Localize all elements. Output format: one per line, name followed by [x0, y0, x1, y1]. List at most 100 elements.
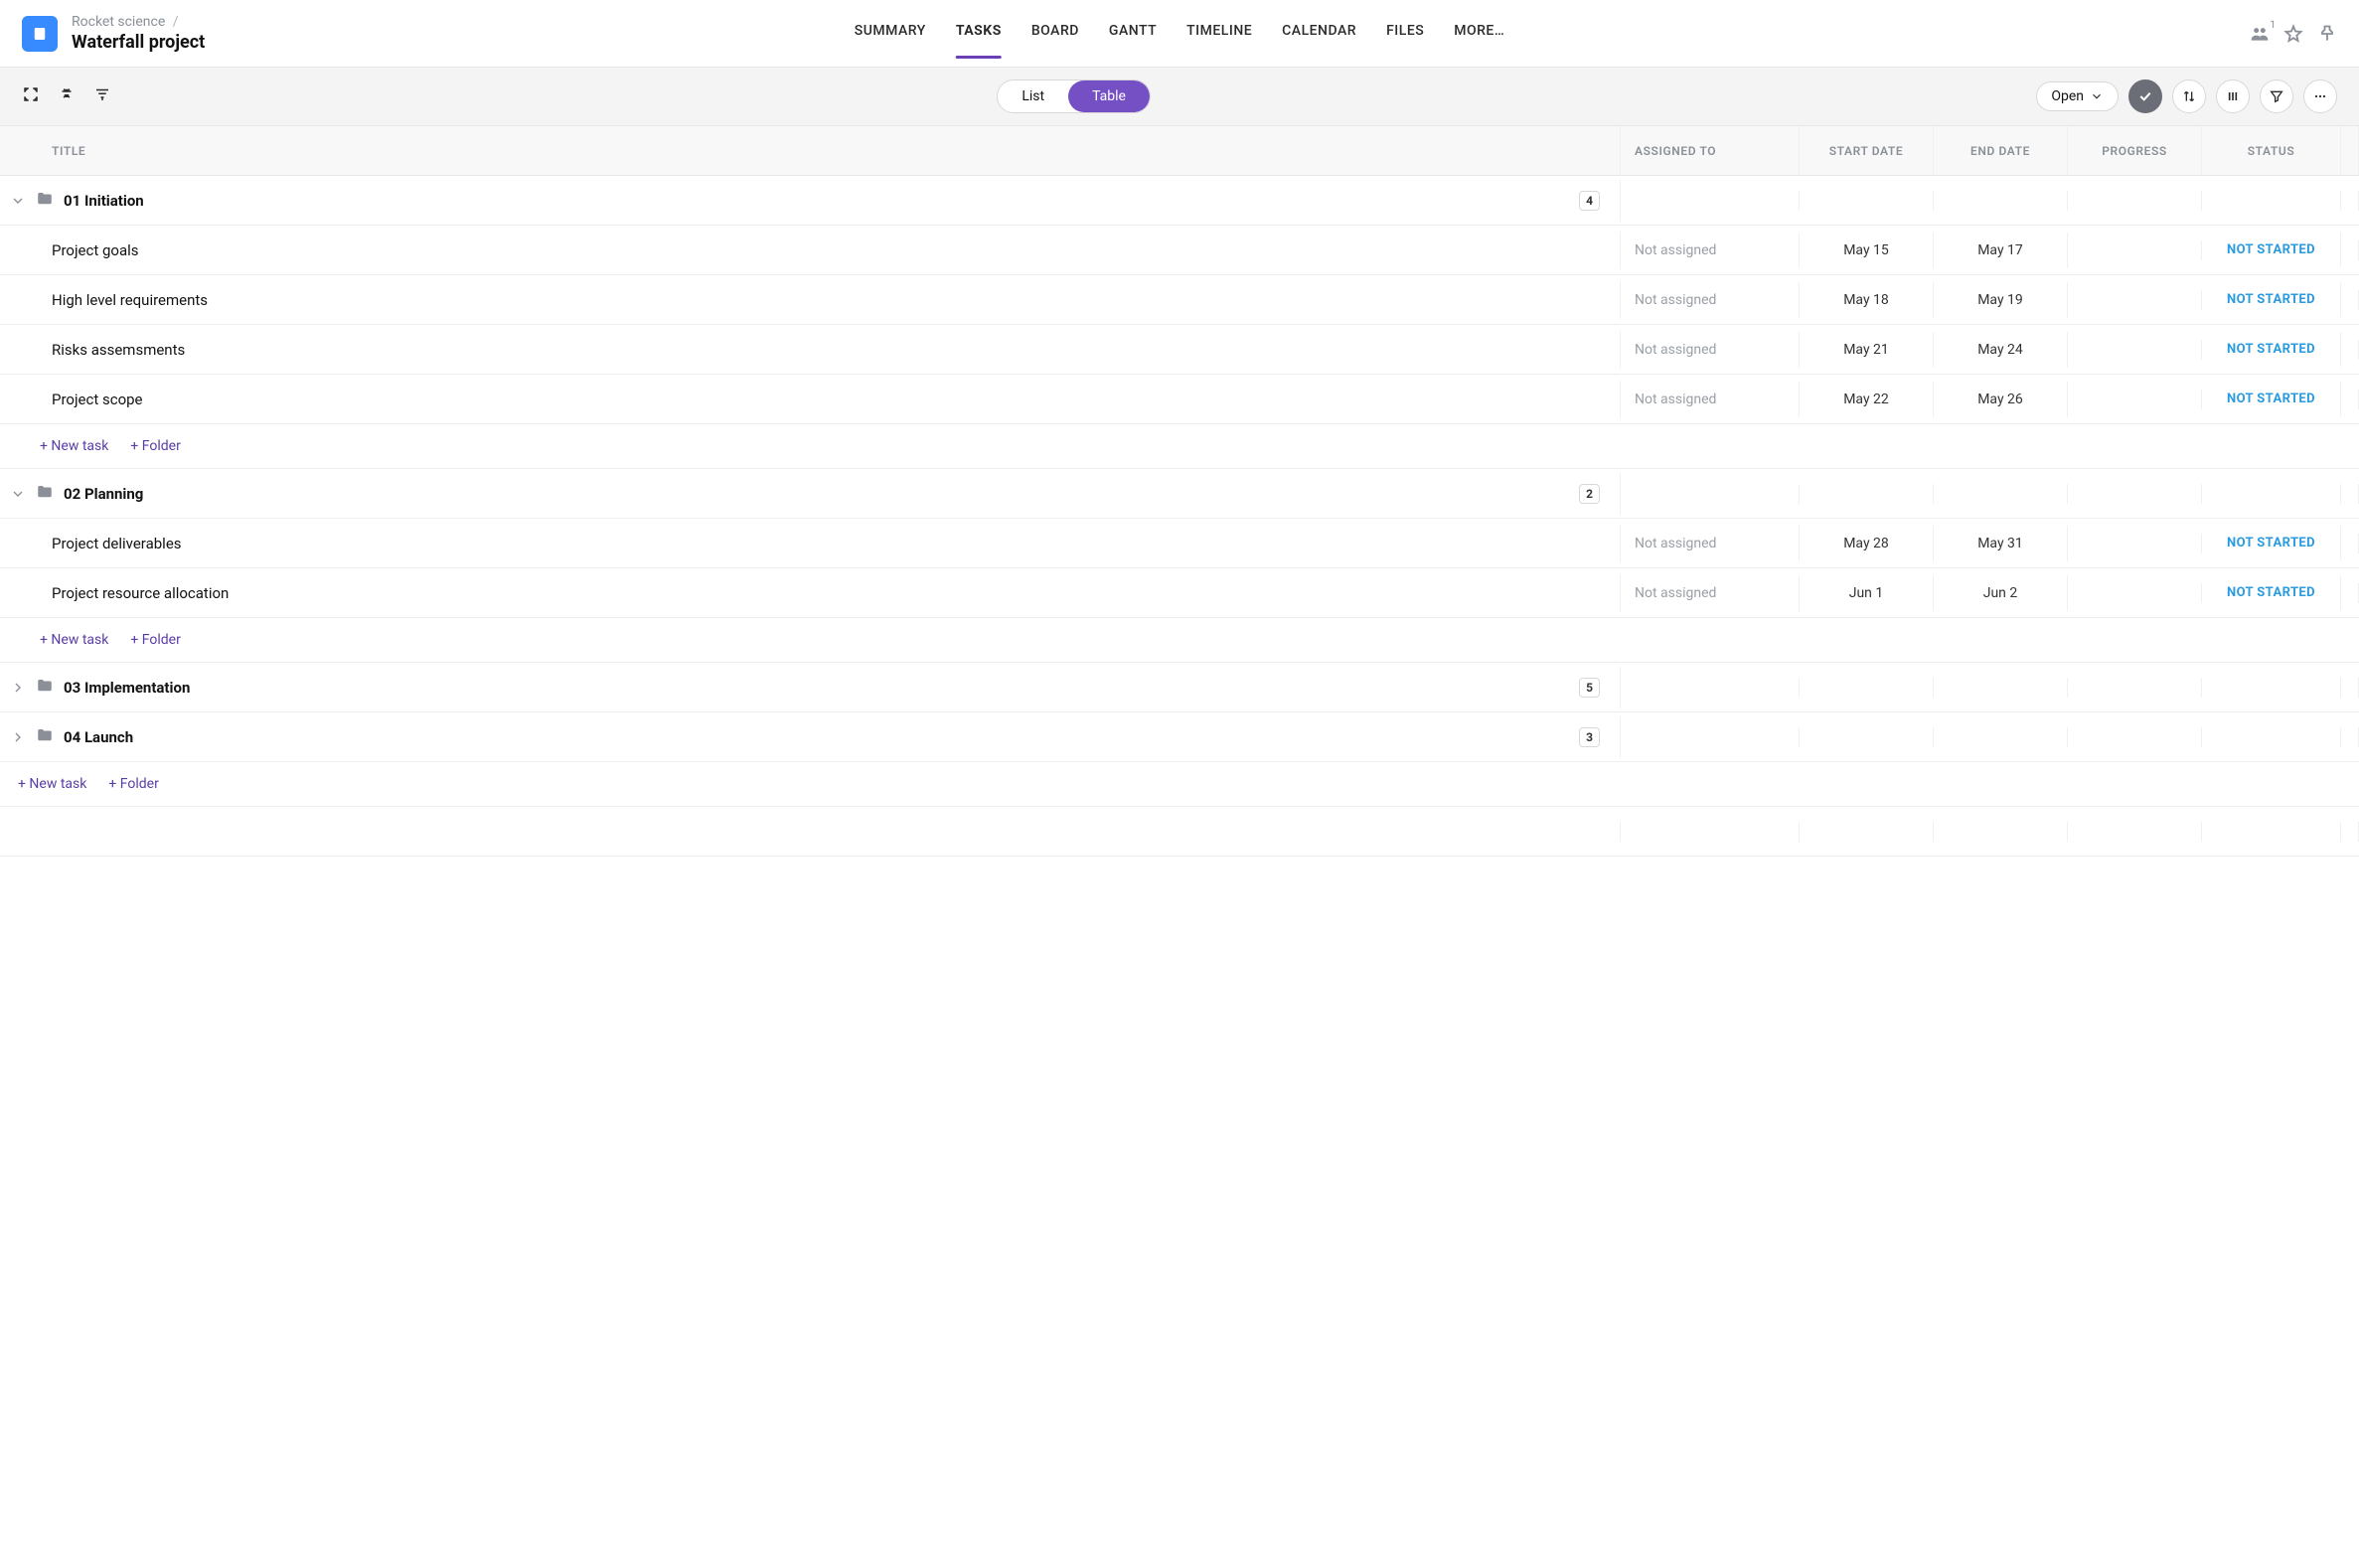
new-task-link[interactable]: + New task — [40, 438, 108, 454]
check-toggle[interactable] — [2128, 79, 2162, 113]
task-progress[interactable] — [2068, 534, 2202, 553]
task-end[interactable]: May 31 — [1934, 526, 2068, 561]
table-row[interactable]: Risks assemsments Not assigned May 21 Ma… — [0, 325, 2359, 375]
task-table: TITLE ASSIGNED TO START DATE END DATE PR… — [0, 126, 2359, 857]
section-name: 03 Implementation — [64, 679, 190, 697]
status-badge[interactable]: NOT STARTED — [2227, 342, 2315, 357]
status-badge[interactable]: NOT STARTED — [2227, 292, 2315, 307]
breadcrumb-parent[interactable]: Rocket science — [72, 14, 165, 30]
col-header-progress[interactable]: PROGRESS — [2068, 126, 2202, 175]
task-end[interactable]: May 26 — [1934, 382, 2068, 417]
section-row[interactable]: 03 Implementation 5 — [0, 663, 2359, 712]
task-progress[interactable] — [2068, 390, 2202, 409]
tab-timeline[interactable]: TIMELINE — [1186, 23, 1252, 45]
table-row[interactable]: Project deliverables Not assigned May 28… — [0, 519, 2359, 568]
section-count: 5 — [1579, 678, 1600, 698]
tab-more[interactable]: MORE… — [1454, 23, 1504, 45]
new-folder-link[interactable]: + Folder — [130, 438, 180, 454]
section-name: 04 Launch — [64, 728, 133, 746]
task-start[interactable]: May 15 — [1800, 233, 1934, 268]
breadcrumb-separator: / — [173, 14, 179, 30]
task-start[interactable]: May 18 — [1800, 282, 1934, 318]
fullscreen-icon[interactable] — [22, 85, 40, 107]
open-dropdown[interactable]: Open — [2036, 81, 2119, 111]
filter-lines-icon[interactable] — [93, 85, 111, 107]
chevron-down-icon[interactable] — [10, 193, 26, 209]
header: Rocket science / Waterfall project SUMMA… — [0, 0, 2359, 68]
section-row[interactable]: 01 Initiation 4 — [0, 176, 2359, 226]
columns-icon[interactable] — [2216, 79, 2250, 113]
collapse-icon[interactable] — [58, 85, 76, 107]
view-list-button[interactable]: List — [998, 80, 1068, 112]
task-title: High level requirements — [52, 291, 208, 309]
chevron-down-icon — [2090, 89, 2104, 103]
folder-icon — [36, 726, 54, 748]
col-header-status[interactable]: STATUS — [2202, 126, 2341, 175]
status-badge[interactable]: NOT STARTED — [2227, 536, 2315, 550]
filter-funnel-icon[interactable] — [2260, 79, 2293, 113]
status-badge[interactable]: NOT STARTED — [2227, 242, 2315, 257]
tab-board[interactable]: BOARD — [1031, 23, 1079, 45]
section-add-row: + New task + Folder — [0, 424, 2359, 469]
col-header-end[interactable]: END DATE — [1934, 126, 2068, 175]
col-header-assigned[interactable]: ASSIGNED TO — [1621, 126, 1800, 175]
task-end[interactable]: May 24 — [1934, 332, 2068, 368]
new-task-link[interactable]: + New task — [18, 776, 86, 792]
project-title[interactable]: Waterfall project — [72, 32, 205, 53]
col-header-start[interactable]: START DATE — [1800, 126, 1934, 175]
task-end[interactable]: May 17 — [1934, 233, 2068, 268]
section-row[interactable]: 04 Launch 3 — [0, 712, 2359, 762]
task-start[interactable]: May 22 — [1800, 382, 1934, 417]
table-row[interactable]: Project goals Not assigned May 15 May 17… — [0, 226, 2359, 275]
task-end[interactable]: May 19 — [1934, 282, 2068, 318]
task-assigned[interactable]: Not assigned — [1621, 282, 1800, 318]
task-end[interactable]: Jun 2 — [1934, 575, 2068, 611]
folder-icon — [36, 677, 54, 699]
task-assigned[interactable]: Not assigned — [1621, 233, 1800, 268]
section-row[interactable]: 02 Planning 2 — [0, 469, 2359, 519]
new-task-link[interactable]: + New task — [40, 632, 108, 648]
star-icon[interactable] — [2283, 24, 2303, 44]
people-icon[interactable]: 1 — [2250, 24, 2270, 44]
col-header-title[interactable]: TITLE — [0, 126, 1621, 175]
section-count: 2 — [1579, 484, 1600, 504]
task-start[interactable]: May 28 — [1800, 526, 1934, 561]
folder-icon — [36, 190, 54, 212]
task-start[interactable]: May 21 — [1800, 332, 1934, 368]
task-progress[interactable] — [2068, 240, 2202, 260]
project-icon[interactable] — [22, 16, 58, 52]
status-badge[interactable]: NOT STARTED — [2227, 585, 2315, 600]
tab-calendar[interactable]: CALENDAR — [1282, 23, 1356, 45]
chevron-right-icon[interactable] — [10, 680, 26, 696]
view-table-button[interactable]: Table — [1068, 80, 1150, 112]
chevron-right-icon[interactable] — [10, 729, 26, 745]
task-progress[interactable] — [2068, 583, 2202, 603]
sort-icon[interactable] — [2172, 79, 2206, 113]
task-assigned[interactable]: Not assigned — [1621, 332, 1800, 368]
pin-icon[interactable] — [2317, 24, 2337, 44]
table-row[interactable]: Project resource allocation Not assigned… — [0, 568, 2359, 618]
tab-files[interactable]: FILES — [1386, 23, 1424, 45]
task-title: Project scope — [52, 391, 143, 408]
table-header-row: TITLE ASSIGNED TO START DATE END DATE PR… — [0, 126, 2359, 176]
table-row[interactable]: High level requirements Not assigned May… — [0, 275, 2359, 325]
task-assigned[interactable]: Not assigned — [1621, 382, 1800, 417]
tab-summary[interactable]: SUMMARY — [855, 23, 926, 45]
task-title: Project goals — [52, 241, 139, 259]
new-folder-link[interactable]: + Folder — [130, 632, 180, 648]
status-badge[interactable]: NOT STARTED — [2227, 392, 2315, 406]
nav-tabs: SUMMARY TASKS BOARD GANTT TIMELINE CALEN… — [855, 23, 1504, 45]
people-count: 1 — [2270, 20, 2276, 31]
task-assigned[interactable]: Not assigned — [1621, 526, 1800, 561]
new-folder-link[interactable]: + Folder — [108, 776, 158, 792]
task-assigned[interactable]: Not assigned — [1621, 575, 1800, 611]
section-name: 02 Planning — [64, 485, 143, 503]
task-progress[interactable] — [2068, 340, 2202, 360]
tab-tasks[interactable]: TASKS — [956, 23, 1002, 45]
table-row[interactable]: Project scope Not assigned May 22 May 26… — [0, 375, 2359, 424]
task-start[interactable]: Jun 1 — [1800, 575, 1934, 611]
task-progress[interactable] — [2068, 290, 2202, 310]
more-dots-icon[interactable] — [2303, 79, 2337, 113]
chevron-down-icon[interactable] — [10, 486, 26, 502]
tab-gantt[interactable]: GANTT — [1109, 23, 1157, 45]
